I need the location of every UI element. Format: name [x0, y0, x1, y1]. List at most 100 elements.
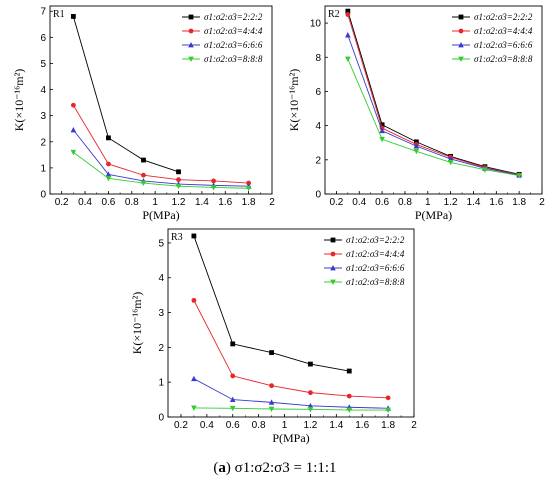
data-point	[307, 402, 314, 409]
legend-marker	[330, 251, 336, 257]
legend-label: σ1:σ2:σ3=2:2:2	[474, 12, 533, 22]
y-tick-label: 8	[315, 53, 321, 64]
legend-marker	[188, 42, 194, 48]
y-tick-label: 3	[158, 308, 164, 319]
series-line	[72, 16, 179, 173]
series-line	[347, 14, 520, 176]
legend-marker	[458, 28, 464, 34]
y-axis-label: K(×10⁻¹⁶m²)	[12, 69, 26, 131]
data-point	[307, 406, 314, 413]
series-3	[70, 127, 252, 189]
legend-marker	[330, 237, 336, 243]
data-point	[379, 122, 385, 128]
data-point	[482, 167, 488, 173]
data-point	[70, 127, 77, 133]
x-tick-label: 0.6	[101, 197, 115, 208]
legend-item: σ1:σ2:σ3=8:8:8	[182, 54, 263, 64]
legend-item: σ1:σ2:σ3=4:4:4	[324, 249, 405, 259]
legend-label: σ1:σ2:σ3=2:2:2	[204, 12, 263, 22]
x-tick-label: 1	[152, 197, 158, 208]
data-point	[308, 361, 313, 367]
data-point	[70, 14, 76, 19]
plot-frame	[324, 5, 543, 195]
legend-item: σ1:σ2:σ3=6:6:6	[182, 40, 263, 50]
chart-panel-2: 0.2 0.4 0.6 0.8 1 1.2 1.4 1.6 1.8 2 0 2 4 6 8 10 P(MPa) K…	[287, 5, 545, 222]
plot-frame	[167, 228, 415, 418]
data-point	[246, 180, 252, 186]
y-tick-label: 4	[40, 85, 46, 96]
figure-canvas: 0.2 0.4 0.6 0.8 1 1.2 1.4 1.6 1.8 2 0 1 2 3 4 5 6 7 P(MPa)…	[12, 5, 545, 445]
data-point	[106, 135, 111, 141]
legend: σ1:σ2:σ3=2:2:2 σ1:σ2:σ3=4:4:4 σ1:σ2:σ3=6:6…	[182, 12, 263, 64]
legend-label: σ1:σ2:σ3=6:6:6	[474, 40, 533, 50]
y-tick-label: 5	[158, 238, 164, 249]
legend-item: σ1:σ2:σ3=6:6:6	[324, 263, 405, 273]
data-point	[141, 157, 146, 163]
legend-item: σ1:σ2:σ3=2:2:2	[324, 235, 405, 245]
caption-tag: a	[218, 460, 226, 476]
x-tick-label: 1.6	[355, 420, 369, 431]
legend-item: σ1:σ2:σ3=8:8:8	[324, 277, 405, 287]
data-point	[516, 173, 522, 179]
series-3	[191, 375, 391, 411]
caption-text: σ1:σ2:σ3 = 1:1:1	[234, 460, 337, 476]
x-tick-label: 0.4	[200, 420, 214, 431]
legend-label: σ1:σ2:σ3=4:4:4	[204, 26, 263, 36]
legend-label: σ1:σ2:σ3=2:2:2	[346, 235, 405, 245]
data-point	[191, 233, 197, 239]
legend: σ1:σ2:σ3=2:2:2 σ1:σ2:σ3=4:4:4 σ1:σ2:σ3=6:6…	[452, 12, 533, 64]
legend-marker	[188, 14, 194, 20]
legend-item: σ1:σ2:σ3=2:2:2	[452, 12, 533, 22]
y-tick-label: 4	[158, 273, 164, 284]
legend-item: σ1:σ2:σ3=4:4:4	[452, 26, 533, 36]
legend-label: σ1:σ2:σ3=6:6:6	[204, 40, 263, 50]
legend-item: σ1:σ2:σ3=8:8:8	[452, 54, 533, 64]
legend-item: σ1:σ2:σ3=6:6:6	[452, 40, 533, 50]
data-point	[229, 405, 236, 412]
x-tick-label: 1.2	[172, 197, 186, 208]
x-tick-label: 2	[411, 420, 417, 431]
data-point	[105, 175, 112, 182]
data-point	[106, 161, 111, 167]
data-point	[308, 390, 313, 396]
data-point	[268, 399, 275, 405]
y-tick-label: 0	[40, 190, 46, 201]
y-tick-label: 6	[40, 33, 46, 44]
x-tick-label: 1.6	[489, 197, 503, 208]
data-point	[345, 32, 351, 38]
series-line	[193, 407, 389, 411]
series-1	[191, 233, 352, 374]
series-2	[70, 102, 252, 186]
x-tick-label: 1	[425, 197, 431, 208]
x-axis-label: P(MPa)	[142, 208, 179, 222]
x-tick-label: 0.8	[398, 197, 412, 208]
data-point	[385, 395, 391, 401]
data-point	[175, 183, 182, 190]
data-point	[211, 178, 216, 184]
series-4	[70, 149, 252, 192]
legend-item: σ1:σ2:σ3=4:4:4	[182, 26, 263, 36]
legend-marker	[188, 28, 194, 34]
legend-label: σ1:σ2:σ3=4:4:4	[346, 249, 405, 259]
series-1	[70, 14, 181, 175]
x-tick-label: 1.8	[242, 197, 256, 208]
legend-marker	[330, 265, 336, 271]
x-tick-label: 0.2	[329, 197, 343, 208]
legend-marker	[330, 279, 336, 285]
data-point	[245, 185, 252, 192]
y-tick-label: 4	[315, 121, 321, 132]
x-tick-label: 0.2	[174, 420, 188, 431]
y-axis-label: K(×10⁻¹⁶m²)	[287, 69, 301, 131]
data-point	[385, 407, 391, 414]
data-point	[413, 148, 420, 155]
panel-label: R1	[53, 9, 65, 20]
legend-item: σ1:σ2:σ3=2:2:2	[182, 12, 263, 22]
x-tick-label: 1.8	[512, 197, 526, 208]
chart-panel-1: 0.2 0.4 0.6 0.8 1 1.2 1.4 1.6 1.8 2 0 1 2 3 4 5 6 7 P(MPa)…	[12, 5, 275, 222]
data-point	[269, 350, 274, 355]
data-point	[346, 407, 353, 414]
x-axis-label: P(MPa)	[415, 208, 452, 222]
data-point	[70, 149, 77, 156]
data-point	[345, 12, 351, 17]
figure-caption: (a) σ1:σ2:σ3 = 1:1:1	[213, 460, 337, 476]
